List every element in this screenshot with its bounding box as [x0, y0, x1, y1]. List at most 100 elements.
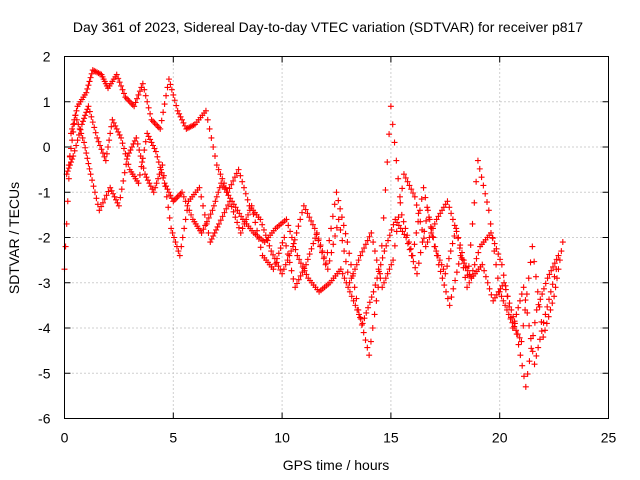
data-point-interp: [228, 181, 235, 188]
data-point-interp: [166, 214, 173, 221]
data-point: [168, 225, 175, 232]
data-point-interp: [107, 130, 114, 137]
data-point-interp: [473, 178, 480, 185]
data-point-interp: [83, 150, 90, 157]
data-point: [392, 216, 399, 223]
data-point-interp: [217, 217, 224, 224]
data-point-interp: [465, 263, 472, 270]
data-point-interp: [64, 198, 71, 205]
data-point-interp: [372, 282, 379, 289]
data-point-interp: [397, 199, 404, 206]
data-point: [144, 130, 151, 137]
data-point-interp: [361, 245, 368, 252]
data-point-interp: [134, 95, 141, 102]
data-point-interp: [383, 242, 390, 249]
data-point-interp: [68, 159, 75, 166]
data-point-interp: [165, 189, 172, 196]
data-point-interp: [399, 185, 406, 192]
data-point-interp: [531, 258, 538, 265]
data-point-interp: [64, 168, 71, 175]
data-point-interp: [290, 275, 297, 282]
data-point: [124, 153, 131, 160]
data-point-interp: [437, 268, 444, 275]
data-point-interp: [406, 239, 413, 246]
data-point-interp: [121, 169, 128, 176]
data-point-interp: [502, 282, 509, 289]
data-point: [487, 229, 494, 236]
data-point-interp: [233, 170, 240, 177]
data-point-interp: [513, 327, 520, 334]
data-point-interp: [350, 270, 357, 277]
data-point: [87, 171, 94, 178]
data-point: [313, 229, 320, 236]
data-point-interp: [175, 248, 182, 255]
data-point-interp: [464, 272, 471, 279]
data-point-interp: [529, 348, 536, 355]
data-point-interp: [200, 202, 207, 209]
data-point-interp: [551, 260, 558, 267]
y-tick-label: -3: [38, 275, 51, 291]
data-point-interp: [145, 133, 152, 140]
data-point-interp: [335, 197, 342, 204]
data-point-interp: [370, 239, 377, 246]
data-point-interp: [179, 116, 186, 123]
data-point-interp: [450, 285, 457, 292]
data-point-interp: [285, 222, 292, 229]
data-point-interp: [542, 280, 549, 287]
data-point-interp: [126, 150, 133, 157]
data-point-interp: [141, 86, 148, 93]
data-point-interp: [149, 186, 156, 193]
data-point-interp: [345, 284, 352, 291]
data-point: [150, 189, 157, 196]
data-point-interp: [369, 325, 376, 331]
data-point: [381, 248, 388, 255]
data-point-interp: [500, 272, 507, 279]
data-point-interp: [184, 207, 191, 214]
data-point-interp: [288, 267, 295, 274]
data-point-interp: [106, 137, 113, 144]
data-point-interp: [91, 189, 98, 196]
data-point-interp: [295, 223, 302, 230]
data-point-interp: [525, 275, 532, 282]
data-point-interp: [243, 216, 250, 223]
data-point-interp: [340, 222, 347, 229]
data-point-interp: [375, 266, 382, 273]
data-point-interp: [114, 199, 121, 206]
data-point: [157, 125, 164, 132]
data-point-interp: [531, 319, 538, 326]
data-point-interp: [292, 246, 299, 253]
data-point-interp: [255, 236, 262, 243]
data-point-interp: [373, 257, 380, 264]
data-point-interp: [88, 70, 95, 77]
data-point-interp: [306, 251, 313, 258]
data-point-interp: [361, 315, 368, 322]
data-point-interp: [355, 311, 362, 318]
data-point-interp: [355, 257, 362, 264]
data-point-interp: [308, 217, 315, 224]
data-point-interp: [219, 175, 226, 182]
data-point-interp: [279, 239, 286, 246]
data-point-interp: [131, 137, 138, 144]
data-point-interp: [410, 258, 417, 265]
data-point-interp: [350, 297, 357, 304]
data-point: [522, 383, 529, 390]
data-point-interp: [357, 314, 364, 321]
data-point: [226, 198, 233, 205]
data-point-interp: [542, 327, 549, 334]
data-point-interp: [423, 217, 430, 224]
data-point-interp: [200, 226, 207, 233]
data-point-interp: [482, 190, 489, 197]
data-point-interp: [339, 237, 346, 244]
data-point-interp: [511, 318, 518, 325]
data-point-interp: [520, 322, 527, 329]
data-point-interp: [118, 82, 125, 89]
data-point-interp: [167, 192, 174, 199]
data-point-interp: [358, 321, 365, 328]
data-point-interp: [232, 204, 239, 211]
data-point-interp: [91, 124, 98, 131]
data-point-interp: [168, 86, 175, 93]
data-point-interp: [549, 300, 556, 307]
data-point-interp: [440, 204, 447, 211]
data-point-interp: [534, 288, 541, 295]
data-point-interp: [524, 371, 531, 378]
